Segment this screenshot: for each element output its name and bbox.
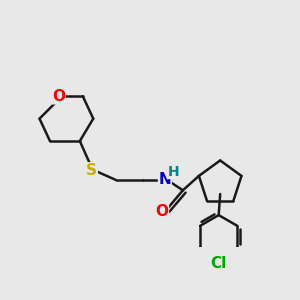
Text: H: H [167,164,179,178]
Text: S: S [86,163,97,178]
Text: N: N [159,172,171,188]
Text: O: O [52,89,65,104]
Text: O: O [155,204,168,219]
Text: Cl: Cl [211,256,227,271]
